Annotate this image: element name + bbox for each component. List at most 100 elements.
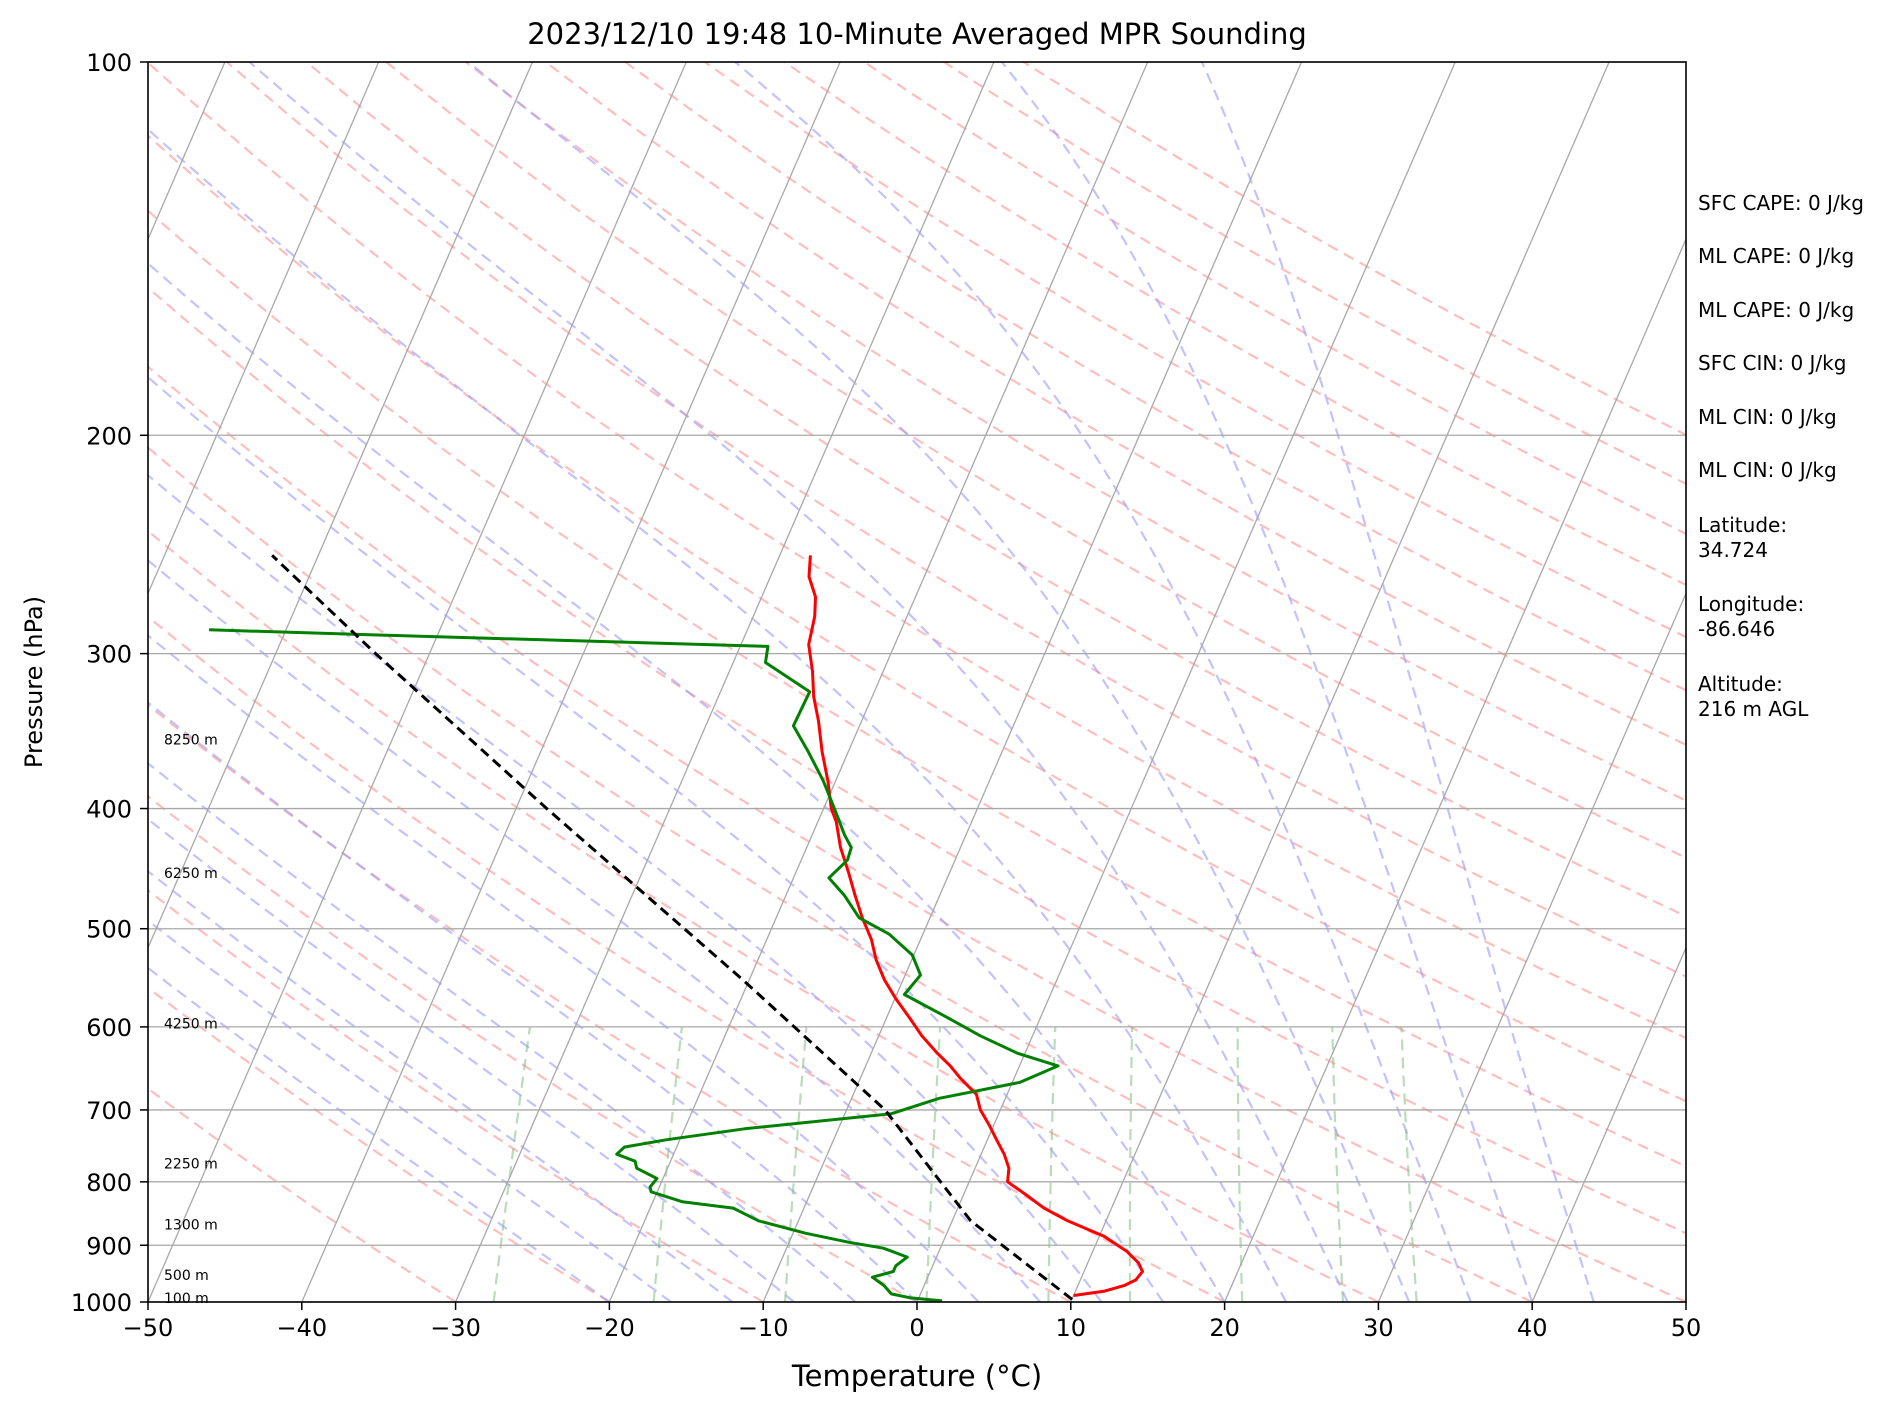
dry-adiabat-line	[544, 62, 1686, 747]
x-tick-label: 30	[1363, 1314, 1394, 1342]
moist-adiabat-line	[1000, 62, 1534, 1302]
y-tick-label: 900	[86, 1232, 132, 1260]
annotation-text: SFC CIN: 0 J/kg	[1698, 351, 1846, 375]
isotherm-line	[916, 62, 1456, 1302]
annotation-text: Longitude:	[1698, 592, 1804, 616]
grid-lines	[148, 62, 1686, 1302]
mixing-ratio-line	[1400, 1026, 1418, 1302]
moist-adiabat-line	[1200, 62, 1595, 1302]
series-lines	[209, 554, 1144, 1302]
y-axis-ticks: 100 200 300 400 500 600 700 800 900 1000	[71, 49, 148, 1317]
isotherm-line	[762, 62, 1303, 1302]
moist-adiabat-line	[148, 127, 1288, 1302]
moist-adiabat-line	[148, 375, 1165, 1302]
dry-adiabat-line	[148, 134, 1686, 1103]
annotation-text: 216 m AGL	[1698, 697, 1809, 721]
y-tick-label: 600	[86, 1014, 132, 1042]
moist-adiabat-line	[148, 634, 980, 1302]
dry-adiabat-line	[148, 365, 1686, 1302]
chart-title: 2023/12/10 19:48 10-Minute Averaged MPR …	[527, 17, 1307, 51]
plot-frame	[147, 61, 1687, 1303]
y-tick-label: 400	[86, 796, 132, 824]
height-label: 8250 m	[164, 733, 218, 749]
sounding-annotations: SFC CAPE: 0 J/kg ML CAPE: 0 J/kg ML CAPE: …	[1698, 191, 1864, 721]
moist-adiabat-line	[148, 869, 734, 1302]
mixing-ratio-line	[925, 1026, 942, 1302]
x-tick-label: 40	[1517, 1314, 1548, 1342]
dewpoint-line	[209, 628, 1060, 1302]
height-label: 100 m	[164, 1291, 209, 1307]
y-tick-label: 300	[86, 641, 132, 669]
dry-adiabat-line	[148, 286, 1686, 1235]
height-label: 2250 m	[164, 1156, 218, 1172]
isotherm-line	[1224, 237, 1686, 1302]
dry-adiabat-line	[148, 1087, 457, 1302]
annotation-text: ML CIN: 0 J/kg	[1698, 458, 1837, 482]
height-labels: 8250 m 6250 m 4250 m 2250 m 1300 m 500 m 100 m	[164, 733, 218, 1308]
x-tick-label: −50	[123, 1314, 174, 1342]
mixing-ratio-line	[652, 1026, 683, 1302]
moist-adiabat-line	[148, 817, 795, 1302]
moist-adiabat-line	[148, 701, 918, 1302]
dry-adiabat-line	[148, 986, 610, 1302]
isotherm-line	[608, 62, 1149, 1302]
background-lines	[148, 62, 1686, 1302]
x-tick-label: −10	[738, 1314, 789, 1342]
y-tick-label: 500	[86, 916, 132, 944]
dry-adiabat-line	[148, 446, 1533, 1302]
mixing-ratio-line	[783, 1026, 808, 1302]
annotation-text: ML CAPE: 0 J/kg	[1698, 244, 1854, 268]
annotation-text: 34.724	[1698, 538, 1768, 562]
dry-adiabat-line	[465, 62, 1686, 802]
moist-adiabat-line	[467, 62, 1411, 1302]
annotation-text: Altitude:	[1698, 672, 1783, 696]
y-tick-label: 800	[86, 1169, 132, 1197]
moist-adiabat-line	[148, 473, 1103, 1302]
isotherm-line	[1070, 62, 1610, 1302]
y-axis-label: Pressure (hPa)	[20, 596, 48, 768]
annotation-text: Latitude:	[1698, 513, 1787, 537]
isotherm-line	[148, 62, 534, 950]
x-axis-label: Temperature (°C)	[791, 1359, 1042, 1393]
dry-adiabat-line	[148, 62, 1686, 1040]
height-label: 4250 m	[164, 1016, 218, 1032]
dry-adiabat-line	[704, 62, 1686, 639]
isotherm-line	[148, 62, 687, 1302]
isotherm-line	[148, 62, 380, 596]
y-tick-label: 100	[86, 49, 132, 77]
temperature-line	[807, 555, 1144, 1297]
isotherm-line	[301, 62, 841, 1302]
dry-adiabat-line	[226, 62, 1686, 978]
mixing-ratio-line	[1047, 1026, 1057, 1302]
x-axis-ticks: −50 −40 −30 −20 −10 0 10 20 30 40 50	[123, 1302, 1702, 1342]
x-tick-label: −30	[430, 1314, 481, 1342]
mixing-ratio-line	[492, 1026, 532, 1302]
dry-adiabat-line	[305, 62, 1686, 918]
height-label: 6250 m	[164, 866, 218, 882]
dry-adiabat-line	[624, 62, 1686, 692]
annotation-text: -86.646	[1698, 617, 1775, 641]
moist-adiabat-line	[248, 62, 1349, 1302]
mixing-ratio-line	[1236, 1026, 1244, 1302]
x-tick-label: 50	[1671, 1314, 1702, 1342]
mixing-ratio-line	[1331, 1026, 1345, 1302]
isotherm-line	[455, 62, 995, 1302]
moist-adiabat-line	[148, 966, 611, 1302]
x-tick-label: −20	[584, 1314, 635, 1342]
height-label: 1300 m	[164, 1218, 218, 1234]
dry-adiabat-line	[148, 703, 1072, 1302]
x-tick-label: −40	[276, 1314, 327, 1342]
dry-adiabat-line	[148, 529, 1379, 1302]
isotherm-line	[1377, 591, 1686, 1302]
y-tick-label: 700	[86, 1097, 132, 1125]
y-tick-label: 1000	[71, 1289, 132, 1317]
parcel-path-line	[271, 554, 1073, 1301]
isotherm-line	[1531, 946, 1686, 1302]
annotation-text: ML CIN: 0 J/kg	[1698, 405, 1837, 429]
annotation-text: ML CAPE: 0 J/kg	[1698, 298, 1854, 322]
x-tick-label: 10	[1056, 1314, 1087, 1342]
mixing-ratio-line	[1128, 1026, 1134, 1302]
annotation-text: SFC CAPE: 0 J/kg	[1698, 191, 1864, 215]
x-tick-label: 0	[909, 1314, 924, 1342]
